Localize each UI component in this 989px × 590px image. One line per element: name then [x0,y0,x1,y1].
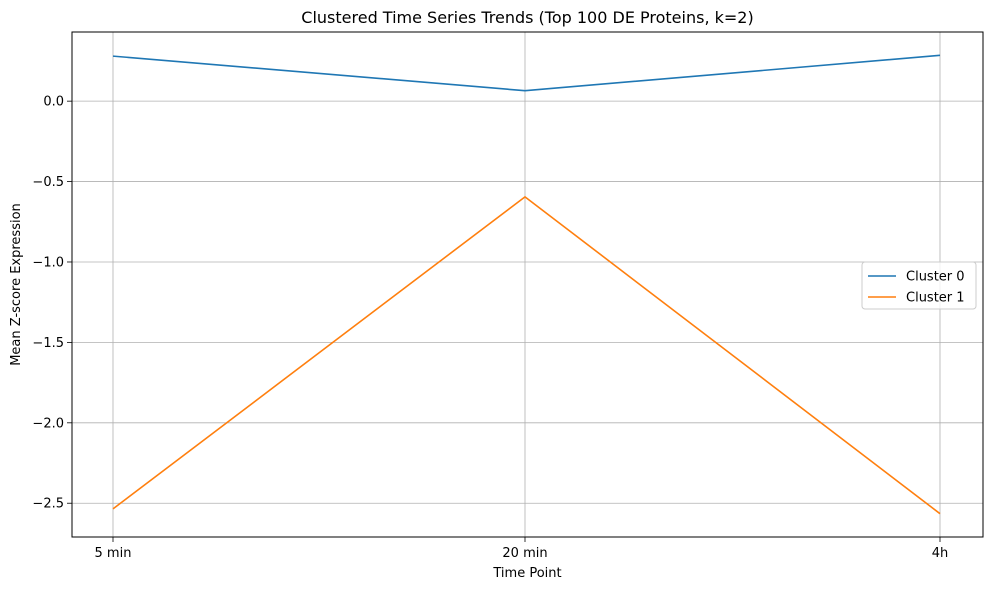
legend: Cluster 0 Cluster 1 [861,261,977,310]
y-tick-label: −2.0 [32,416,64,431]
legend-label: Cluster 0 [906,270,965,285]
series-line-cluster-1 [112,196,941,515]
y-axis-label: Mean Z-score Expression [9,203,24,366]
y-tick-label: 0.0 [43,95,64,110]
x-axis-ticks: 5 min 20 min 4h [95,537,949,561]
series-line-cluster-0 [112,54,941,92]
x-tick-label: 5 min [95,546,132,561]
y-axis-ticks: 0.0 −0.5 −1.0 −1.5 −2.0 −2.5 [32,95,72,512]
plot-frame [71,31,984,538]
x-tick-label: 20 min [502,546,547,561]
y-tick-label: −1.0 [32,255,64,270]
y-tick-label: −0.5 [32,175,64,190]
y-tick-label: −1.5 [32,336,64,351]
x-axis-label: Time Point [492,566,561,581]
y-tick-label: −2.5 [32,497,64,512]
chart-title: Clustered Time Series Trends (Top 100 DE… [301,8,753,27]
series-lines [112,54,941,515]
legend-label: Cluster 1 [906,291,965,306]
x-tick-label: 4h [932,546,949,561]
